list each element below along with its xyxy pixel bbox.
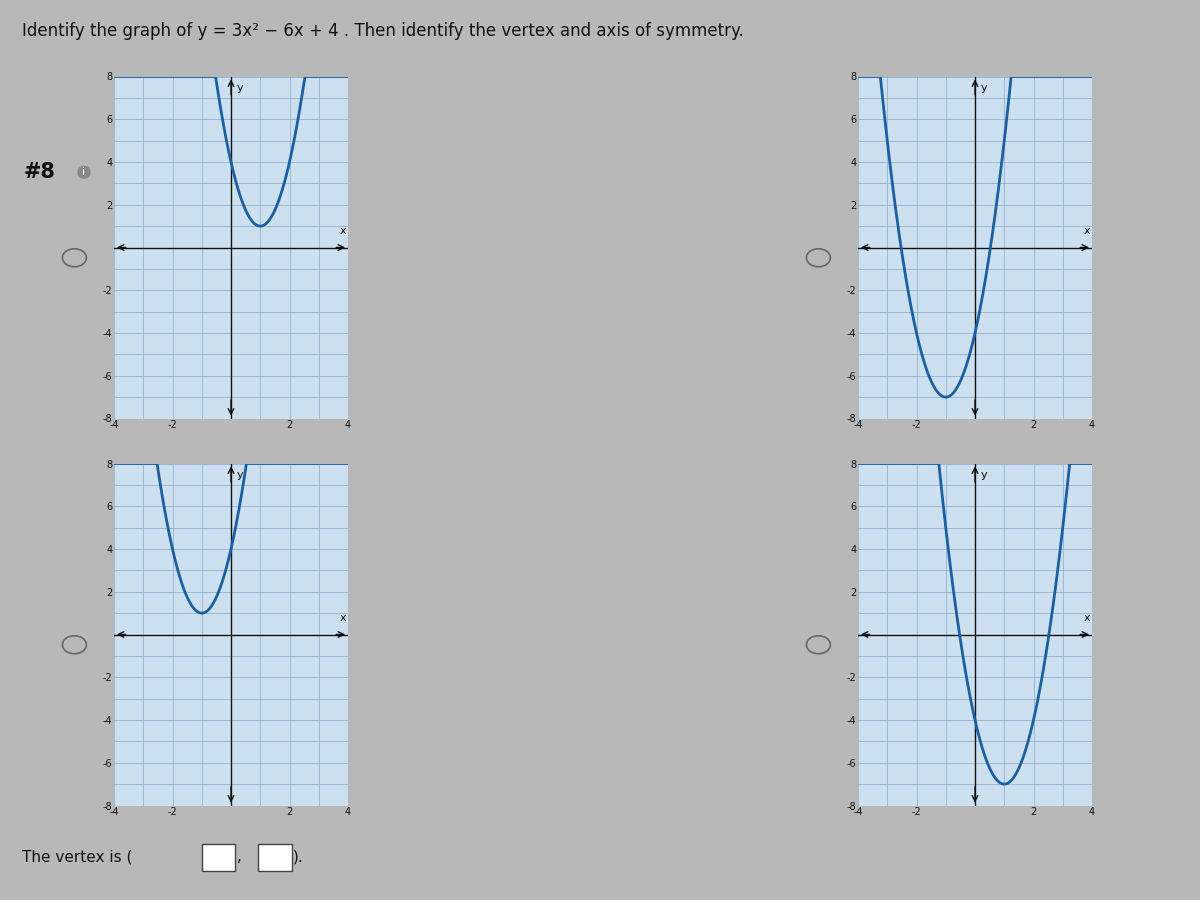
Text: y: y: [236, 83, 242, 93]
Text: y: y: [980, 470, 986, 480]
Text: Identify the graph of y = 3x² − 6x + 4 . Then identify the vertex and axis of sy: Identify the graph of y = 3x² − 6x + 4 .…: [22, 22, 743, 40]
Text: i: i: [83, 167, 85, 177]
Text: y: y: [236, 470, 242, 480]
Text: #8: #8: [24, 162, 56, 183]
Text: x: x: [340, 613, 347, 623]
Text: ).: ).: [293, 850, 304, 864]
Text: ,: ,: [236, 850, 241, 864]
Text: x: x: [340, 226, 347, 236]
Text: The vertex is (: The vertex is (: [22, 850, 132, 864]
Text: y: y: [980, 83, 986, 93]
Text: x: x: [1084, 226, 1091, 236]
Text: x: x: [1084, 613, 1091, 623]
